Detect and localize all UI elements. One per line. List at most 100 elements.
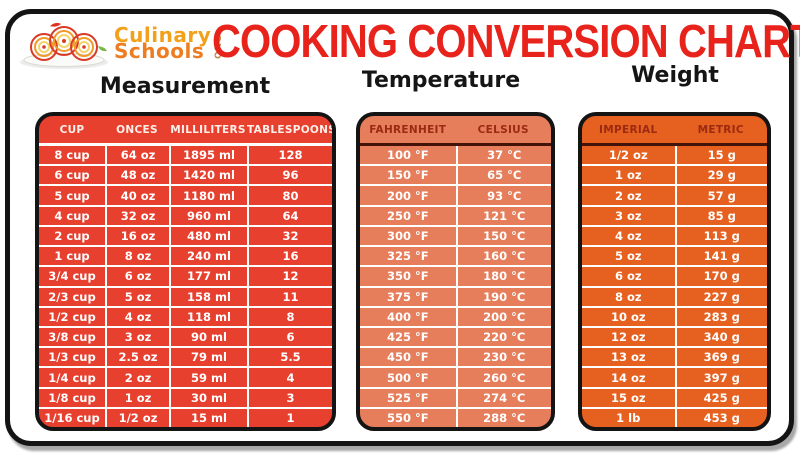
table-cell: 15 g <box>674 146 768 165</box>
table-row: 5 oz 141 g <box>582 245 767 266</box>
table-cell: 100 °F <box>386 148 429 163</box>
table-row: 14 oz 397 g <box>582 366 767 387</box>
logo-schools-text: Schools <box>114 39 205 63</box>
table-cell: 80 <box>247 186 332 205</box>
table-row: 12 oz 340 g <box>582 325 768 347</box>
table-cell: 4 oz <box>105 307 169 326</box>
table-cell: 4 <box>247 368 332 387</box>
table-cell: 8 cup <box>54 148 90 163</box>
table-row: 425 °F 220 °C <box>360 325 551 347</box>
table-cell: 960 ml <box>169 206 247 225</box>
table-cell: 480 ml <box>169 226 247 246</box>
table-row: 10 oz 283 g <box>582 305 768 326</box>
table-cell: 3 oz <box>614 208 642 223</box>
table-cell: 5.5 <box>247 348 332 367</box>
table-row: 1 lb 453 g <box>582 406 767 427</box>
table-cell: 450 °F <box>386 350 429 365</box>
table-cell: 375 °F <box>386 289 429 304</box>
table-cell: 250 °F <box>386 208 429 223</box>
table-cell: 425 °F <box>386 330 429 345</box>
table-row: 1 cup 8 oz 240 ml 16 <box>39 245 332 266</box>
table-cell: 325 °F <box>386 249 429 264</box>
table-cell: 16 oz <box>105 226 169 246</box>
temperature-table-body: 100 °F 37 °C 150 °F 65 °C 200 °F 93 °C 250 °F 1… <box>360 143 551 427</box>
table-cell: 260 °C <box>455 368 552 387</box>
header-cell: MILLILITERS <box>170 123 246 136</box>
table-cell: 350 °F <box>386 269 429 284</box>
logo-culinary-text: Culinary <box>114 23 212 47</box>
table-cell: 64 <box>247 206 332 225</box>
table-row: 525 °F 274 °C <box>360 386 552 407</box>
table-cell: 2/3 cup <box>48 289 96 304</box>
table-row: 3 oz 85 g <box>582 204 767 225</box>
table-row: 6 cup 48 oz 1420 ml 96 <box>39 164 332 185</box>
table-row: 150 °F 65 °C <box>360 164 551 185</box>
table-cell: 1/16 cup <box>44 410 100 425</box>
table-cell: 3 oz <box>105 327 169 347</box>
table-cell: 4 oz <box>614 228 642 243</box>
table-cell: 200 °F <box>386 188 429 203</box>
table-row: 550 °F 288 °C <box>360 406 551 427</box>
table-row: 1/4 cup 2 oz 59 ml 4 <box>39 366 332 387</box>
header-cell: IMPERIAL <box>599 123 658 136</box>
temperature-table: FAHRENHEIT CELSIUS 100 °F 37 °C 150 °F 65 °C… <box>356 112 555 431</box>
table-cell: 177 ml <box>169 267 247 286</box>
table-cell: 200 °C <box>455 307 552 326</box>
table-cell: 15 ml <box>169 408 247 427</box>
table-cell: 1/2 oz <box>608 148 648 163</box>
table-cell: 3/4 cup <box>48 269 96 284</box>
table-row: 350 °F 180 °C <box>360 265 552 286</box>
table-cell: 59 ml <box>169 368 247 387</box>
table-cell: 14 oz <box>610 370 646 385</box>
weight-table-body: 1/2 oz 15 g 1 oz 29 g 2 oz 57 g 3 oz 85 g 4 oz 11… <box>582 143 767 427</box>
table-cell: 2 cup <box>54 228 90 243</box>
table-cell: 340 g <box>674 327 768 347</box>
table-cell: 158 ml <box>169 287 247 306</box>
table-row: 1/2 cup 4 oz 118 ml 8 <box>39 305 332 326</box>
table-row: 2/3 cup 5 oz 158 ml 11 <box>39 285 332 306</box>
table-cell: 1/2 oz <box>105 408 169 427</box>
table-cell: 227 g <box>674 287 768 306</box>
table-row: 8 oz 227 g <box>582 285 768 306</box>
table-cell: 8 <box>247 307 332 326</box>
header-cell: CUP <box>59 123 85 136</box>
table-row: 500 °F 260 °C <box>360 366 552 387</box>
measurement-table: CUP ONCES MILLILITERS TABLESPOONS 8 cup 64 o… <box>35 112 336 431</box>
table-cell: 1/2 cup <box>48 309 96 324</box>
table-cell: 1180 ml <box>169 186 247 205</box>
table-cell: 180 °C <box>455 267 552 286</box>
table-row: 1/16 cup 1/2 oz 15 ml 1 <box>39 406 332 427</box>
table-cell: 274 °C <box>455 388 552 407</box>
table-cell: 128 <box>247 146 332 165</box>
table-cell: 425 g <box>674 388 768 407</box>
table-row: 250 °F 121 °C <box>360 204 551 225</box>
table-row: 2 cup 16 oz 480 ml 32 <box>39 224 332 246</box>
logo-wordmark: Culinary Schools ORG <box>114 23 224 63</box>
table-cell: 1895 ml <box>169 146 247 165</box>
weight-section-label: Weight <box>631 63 719 88</box>
table-row: 13 oz 369 g <box>582 346 768 367</box>
table-cell: 2 oz <box>105 368 169 387</box>
table-cell: 2 oz <box>614 188 642 203</box>
table-row: 1/8 cup 1 oz 30 ml 3 <box>39 386 332 407</box>
table-cell: 79 ml <box>169 348 247 367</box>
table-row: 1/3 cup 2.5 oz 79 ml 5.5 <box>39 346 332 367</box>
table-cell: 1/8 cup <box>48 390 96 405</box>
table-cell: 283 g <box>674 307 768 326</box>
table-cell: 64 oz <box>105 146 169 165</box>
table-cell: 6 cup <box>54 168 90 183</box>
table-cell: 4 cup <box>54 208 90 223</box>
table-row: 4 oz 113 g <box>582 224 767 246</box>
table-cell: 8 oz <box>105 247 169 266</box>
table-row: 5 cup 40 oz 1180 ml 80 <box>39 184 332 205</box>
table-cell: 369 g <box>674 348 768 367</box>
table-cell: 3/8 cup <box>48 330 96 345</box>
table-cell: 400 °F <box>386 309 429 324</box>
table-cell: 300 °F <box>386 228 429 243</box>
table-cell: 190 °C <box>455 287 552 306</box>
table-cell: 29 g <box>674 166 768 185</box>
table-cell: 170 g <box>674 267 768 286</box>
table-cell: 1 <box>247 408 332 427</box>
table-cell: 1/3 cup <box>48 350 96 365</box>
table-cell: 32 oz <box>105 206 169 225</box>
